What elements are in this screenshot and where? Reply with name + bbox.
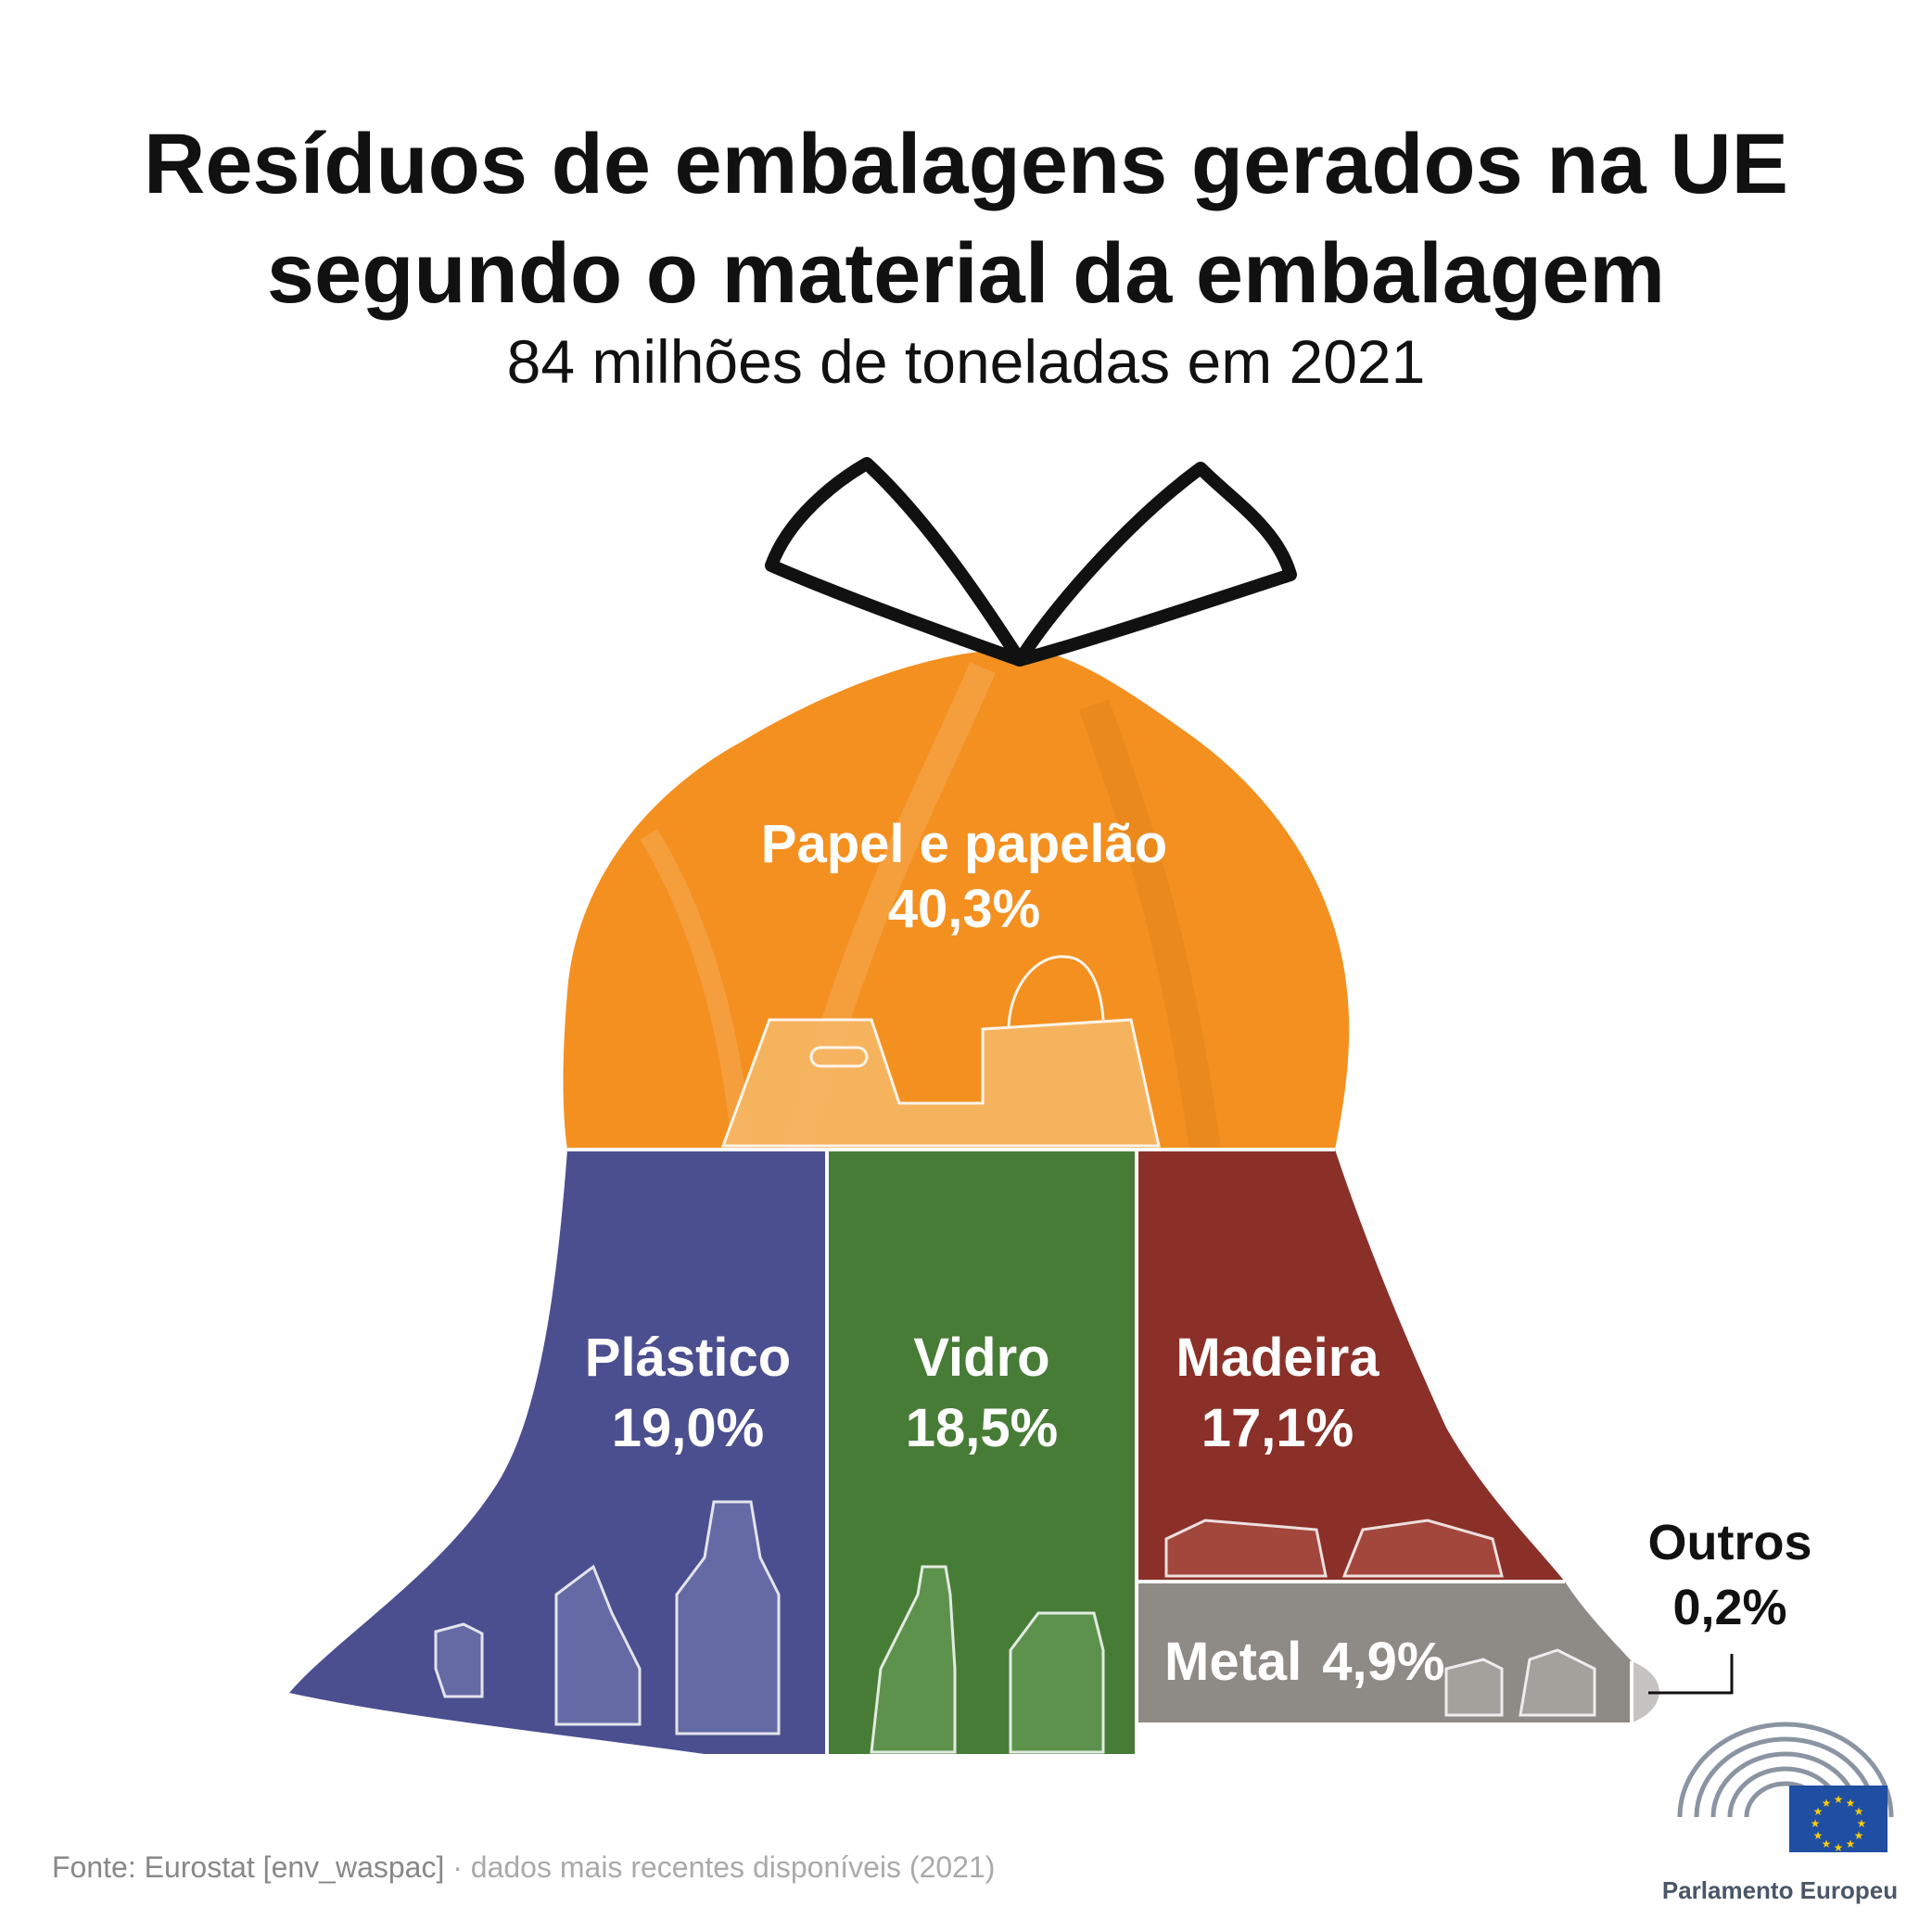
label-plastico-name: Plástico [585, 1328, 791, 1388]
data-note: dados mais recentes disponíveis (2021) [471, 1850, 996, 1884]
label-papel-name: Papel e papelão [761, 814, 1167, 874]
trash-bag-chart: Papel e papelão 40,3% Plástico 19,0% Vid… [0, 0, 1932, 1932]
svg-text:★: ★ [1854, 1805, 1864, 1818]
source-separator: · [452, 1850, 463, 1884]
svg-text:★: ★ [1813, 1829, 1824, 1842]
label-vidro-value: 18,5% [906, 1398, 1058, 1458]
svg-text:★: ★ [1811, 1817, 1821, 1830]
publisher-logo-label: Parlamento Europeu [1659, 1876, 1900, 1905]
label-outros-value: 0,2% [1672, 1580, 1786, 1635]
svg-text:★: ★ [1834, 1793, 1844, 1806]
bag-tie-icon [771, 464, 1290, 660]
label-plastico-value: 19,0% [612, 1398, 764, 1458]
svg-text:★: ★ [1857, 1817, 1867, 1830]
svg-text:★: ★ [1834, 1841, 1844, 1854]
label-madeira-value: 17,1% [1201, 1398, 1354, 1458]
label-papel-value: 40,3% [888, 879, 1040, 939]
source-text: Fonte: Eurostat [env_waspac] [52, 1850, 444, 1884]
svg-text:★: ★ [1846, 1837, 1856, 1850]
label-outros-name: Outros [1647, 1515, 1811, 1570]
outros-leader-line [1648, 1654, 1732, 1693]
svg-text:★: ★ [1822, 1797, 1832, 1810]
label-vidro-name: Vidro [913, 1328, 1049, 1388]
label-madeira-name: Madeira [1176, 1328, 1379, 1388]
label-metal-value: 4,9% [1322, 1632, 1444, 1692]
source-note: Fonte: Eurostat [env_waspac] · dados mai… [52, 1850, 995, 1885]
label-metal-name: Metal [1164, 1632, 1302, 1692]
